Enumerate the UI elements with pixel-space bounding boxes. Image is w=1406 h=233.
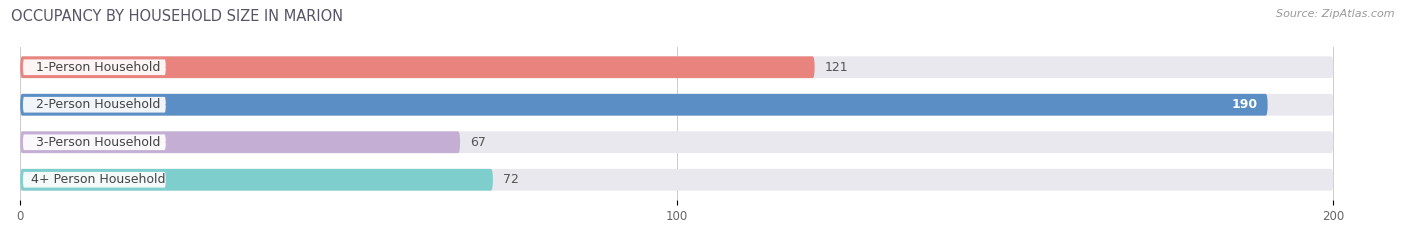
- Text: 2-Person Household: 2-Person Household: [37, 98, 160, 111]
- Text: Source: ZipAtlas.com: Source: ZipAtlas.com: [1277, 9, 1395, 19]
- Text: 190: 190: [1232, 98, 1258, 111]
- FancyBboxPatch shape: [22, 134, 166, 151]
- FancyBboxPatch shape: [20, 94, 1333, 116]
- FancyBboxPatch shape: [20, 131, 1333, 153]
- FancyBboxPatch shape: [22, 96, 166, 113]
- FancyBboxPatch shape: [22, 59, 166, 76]
- FancyBboxPatch shape: [20, 94, 1268, 116]
- FancyBboxPatch shape: [20, 169, 1333, 191]
- FancyBboxPatch shape: [20, 169, 494, 191]
- Text: OCCUPANCY BY HOUSEHOLD SIZE IN MARION: OCCUPANCY BY HOUSEHOLD SIZE IN MARION: [11, 9, 343, 24]
- Text: 121: 121: [824, 61, 848, 74]
- FancyBboxPatch shape: [20, 56, 814, 78]
- Text: 1-Person Household: 1-Person Household: [37, 61, 160, 74]
- FancyBboxPatch shape: [20, 56, 1333, 78]
- FancyBboxPatch shape: [22, 171, 166, 188]
- FancyBboxPatch shape: [20, 131, 460, 153]
- Text: 67: 67: [470, 136, 486, 149]
- Text: 3-Person Household: 3-Person Household: [37, 136, 160, 149]
- Text: 72: 72: [503, 173, 519, 186]
- Text: 4+ Person Household: 4+ Person Household: [31, 173, 166, 186]
